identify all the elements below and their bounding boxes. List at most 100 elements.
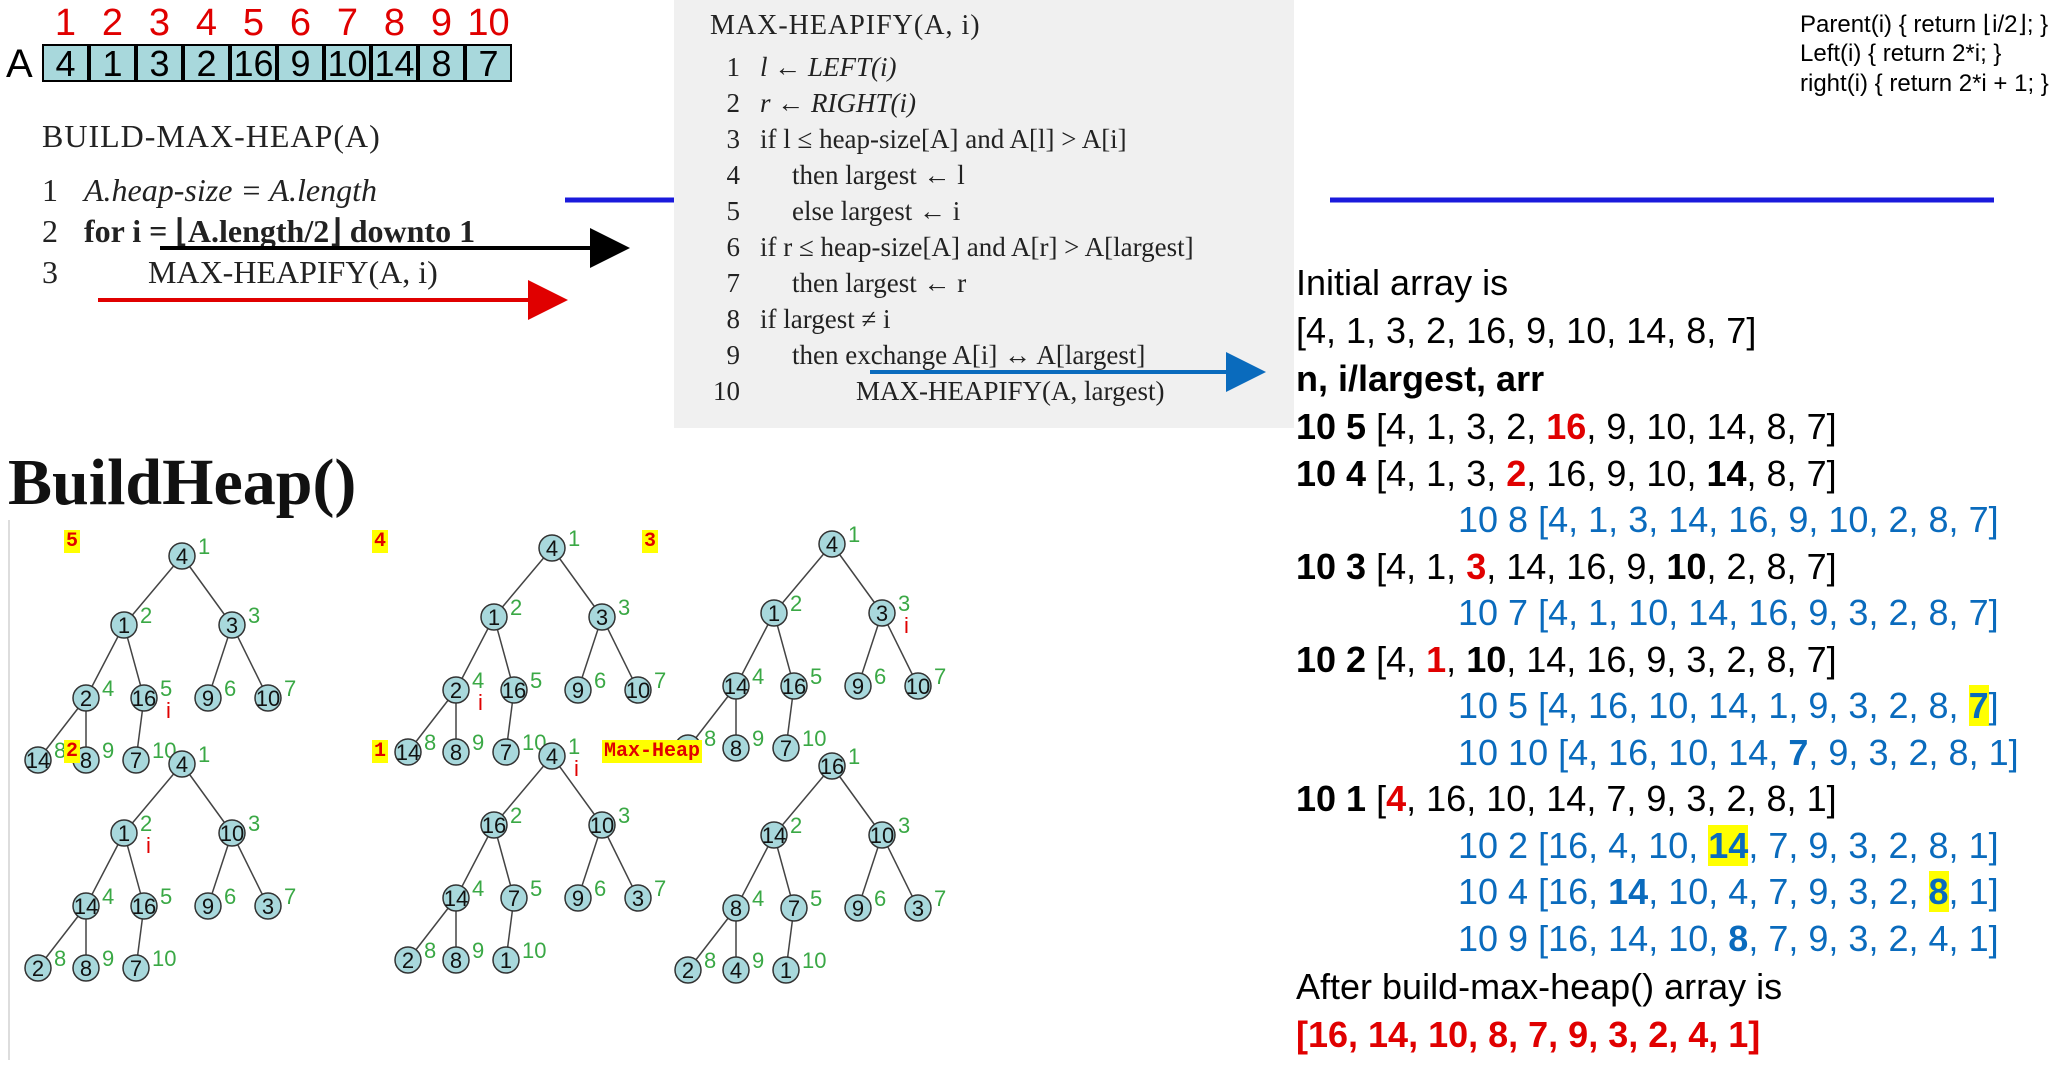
heap-node: 7 10 <box>492 730 546 766</box>
buildheap-title: BuildHeap() <box>8 446 357 519</box>
svg-text:7: 7 <box>284 676 296 701</box>
max-heapify-line-9: 9 then exchange A[i] ↔ A[largest] <box>726 340 1146 370</box>
svg-text:7: 7 <box>934 664 946 689</box>
svg-text:1: 1 <box>198 742 210 767</box>
svg-text:9: 9 <box>752 948 764 973</box>
heap-node: 10 3 <box>218 811 260 847</box>
svg-text:1: 1 <box>768 601 780 626</box>
heap-tree: 16 114 2 10 38 4 7 5 9 6 3 72 8 4 9 1 10 <box>674 744 946 984</box>
svg-text:9: 9 <box>472 938 484 963</box>
tree-step-tag: 3 <box>642 530 659 553</box>
heap-node: 16 5 <box>130 676 172 712</box>
max-heapify-line-5: 5 else largest ← i <box>726 196 961 226</box>
heap-node: 16 5 <box>500 668 542 704</box>
svg-text:8: 8 <box>730 896 742 921</box>
tree-step-tag: 5 <box>64 530 81 553</box>
svg-text:5: 5 <box>160 884 172 909</box>
svg-text:14: 14 <box>26 748 50 773</box>
svg-text:10: 10 <box>626 678 650 703</box>
svg-text:1: 1 <box>118 821 130 846</box>
tree-step-tag: 1 <box>372 740 389 763</box>
svg-text:10: 10 <box>220 821 244 846</box>
i-marker: i <box>904 613 909 638</box>
svg-text:1: 1 <box>780 958 792 983</box>
svg-text:10: 10 <box>870 823 894 848</box>
svg-text:3: 3 <box>596 605 608 630</box>
svg-text:7: 7 <box>780 736 792 761</box>
array-cell-1: 4 <box>42 44 89 82</box>
svg-text:6: 6 <box>594 668 606 693</box>
svg-text:14: 14 <box>724 674 748 699</box>
svg-text:2: 2 <box>510 595 522 620</box>
svg-text:9: 9 <box>202 894 214 919</box>
svg-text:4: 4 <box>176 544 188 569</box>
svg-text:3: 3 <box>876 601 888 626</box>
svg-text:10: 10 <box>906 674 930 699</box>
svg-text:10: 10 <box>152 946 176 971</box>
svg-text:6: 6 <box>594 876 606 901</box>
array-cell-3: 3 <box>136 44 183 82</box>
heap-node: 16 1 <box>818 744 860 780</box>
heap-node: 14 4 <box>722 664 764 700</box>
svg-text:7: 7 <box>934 886 946 911</box>
svg-text:9: 9 <box>102 946 114 971</box>
heap-node: 1 10 <box>772 948 826 984</box>
svg-text:1: 1 <box>568 526 580 551</box>
array-index-9: 9 <box>430 2 453 44</box>
svg-text:6: 6 <box>874 886 886 911</box>
svg-text:7: 7 <box>654 668 666 693</box>
heap-node: 14 8 <box>394 730 436 766</box>
svg-text:7: 7 <box>508 886 520 911</box>
heap-node: 10 3 <box>588 803 630 839</box>
array-index-4: 4 <box>195 2 218 44</box>
svg-text:4: 4 <box>730 958 742 983</box>
svg-text:4: 4 <box>752 886 764 911</box>
svg-text:3: 3 <box>248 603 260 628</box>
svg-text:5: 5 <box>530 668 542 693</box>
svg-text:3: 3 <box>898 813 910 838</box>
svg-text:8: 8 <box>54 738 66 763</box>
svg-text:3: 3 <box>898 591 910 616</box>
max-heapify-line-3: 3 if l ≤ heap-size[A] and A[l] > A[i] <box>726 124 1127 154</box>
array-index-3: 3 <box>148 2 171 44</box>
array-cell-5: 16 <box>230 44 277 82</box>
heap-node: 16 5 <box>780 664 822 700</box>
svg-text:4: 4 <box>546 744 558 769</box>
max-heapify-line-10: 10 MAX-HEAPIFY(A, largest) <box>713 376 1165 406</box>
heap-node: 1 10 <box>492 938 546 974</box>
svg-text:2: 2 <box>682 958 694 983</box>
svg-text:9: 9 <box>852 674 864 699</box>
i-marker: i <box>146 833 151 858</box>
heap-node: 16 5 <box>130 884 172 920</box>
svg-text:1: 1 <box>568 734 580 759</box>
svg-text:9: 9 <box>572 678 584 703</box>
svg-text:10: 10 <box>802 948 826 973</box>
svg-text:2: 2 <box>402 948 414 973</box>
i-marker: i <box>478 690 483 715</box>
svg-text:7: 7 <box>788 896 800 921</box>
array-label: A <box>6 42 33 86</box>
svg-text:5: 5 <box>160 676 172 701</box>
